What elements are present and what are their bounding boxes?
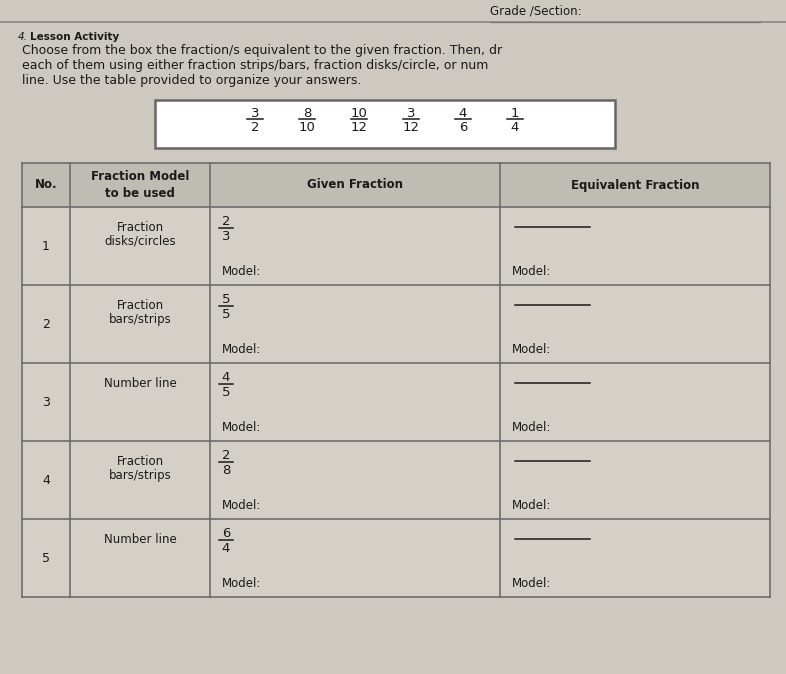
Text: 1: 1 [42,239,50,253]
Bar [70,363,210,441]
Text: Lesson Activity: Lesson Activity [30,32,119,42]
Text: 3: 3 [222,230,230,243]
Text: bars/strips: bars/strips [108,313,171,326]
Text: Model:: Model: [512,499,551,512]
Text: 4: 4 [511,121,520,134]
Bar [500,285,770,363]
Bar [22,163,70,207]
Bar [22,363,70,441]
Bar [500,363,770,441]
Bar [22,441,70,519]
Text: Model:: Model: [222,421,262,434]
Bar [70,441,210,519]
Text: Fraction Model
to be used: Fraction Model to be used [91,170,189,200]
Text: 5: 5 [222,386,230,399]
Text: 4: 4 [42,474,50,487]
Text: Number line: Number line [104,377,176,390]
Bar [500,519,770,597]
Bar [155,100,615,148]
Bar [22,519,70,597]
Bar [70,285,210,363]
Text: 3: 3 [251,107,259,120]
Text: 8: 8 [222,464,230,477]
Text: 2: 2 [42,317,50,330]
Text: Fraction: Fraction [116,221,163,234]
Bar [22,285,70,363]
Text: Model:: Model: [222,577,262,590]
Bar [210,519,500,597]
Bar [22,207,70,285]
Text: No.: No. [35,179,57,191]
Text: 5: 5 [42,551,50,565]
Bar [210,363,500,441]
Bar [210,207,500,285]
Bar [210,163,500,207]
Text: 10: 10 [299,121,315,134]
Text: Number line: Number line [104,533,176,546]
Text: 4: 4 [459,107,467,120]
Text: Model:: Model: [512,265,551,278]
Text: 4: 4 [222,542,230,555]
Text: Equivalent Fraction: Equivalent Fraction [571,179,700,191]
Text: 12: 12 [351,121,368,134]
Text: 6: 6 [222,527,230,540]
Text: 2: 2 [222,215,230,228]
Text: 6: 6 [459,121,467,134]
Text: 8: 8 [303,107,311,120]
Text: disks/circles: disks/circles [105,235,176,248]
Bar [500,207,770,285]
Text: 5: 5 [222,293,230,306]
Bar [500,441,770,519]
Text: 3: 3 [42,396,50,408]
Text: bars/strips: bars/strips [108,469,171,482]
Bar [70,207,210,285]
Bar [70,163,210,207]
Bar [500,163,770,207]
Text: 4.: 4. [18,32,28,42]
Bar [210,285,500,363]
Text: Model:: Model: [512,343,551,356]
Text: Fraction: Fraction [116,299,163,312]
Text: Fraction: Fraction [116,455,163,468]
Text: 12: 12 [402,121,420,134]
Text: Model:: Model: [222,343,262,356]
Bar [210,441,500,519]
Text: Model:: Model: [512,421,551,434]
Text: 2: 2 [222,449,230,462]
Text: Choose from the box the fraction/s equivalent to the given fraction. Then, dr: Choose from the box the fraction/s equiv… [22,44,502,57]
Text: Model:: Model: [512,577,551,590]
Text: line. Use the table provided to organize your answers.: line. Use the table provided to organize… [22,74,362,87]
Text: each of them using either fraction strips/bars, fraction disks/circle, or num: each of them using either fraction strip… [22,59,488,72]
Text: 4: 4 [222,371,230,384]
Bar [70,519,210,597]
Text: Model:: Model: [222,265,262,278]
Text: Given Fraction: Given Fraction [307,179,403,191]
Text: 2: 2 [251,121,259,134]
Text: 5: 5 [222,308,230,321]
Text: 3: 3 [406,107,415,120]
Text: 10: 10 [351,107,367,120]
Text: Grade /Section:: Grade /Section: [490,4,582,17]
Text: 1: 1 [511,107,520,120]
Text: Model:: Model: [222,499,262,512]
